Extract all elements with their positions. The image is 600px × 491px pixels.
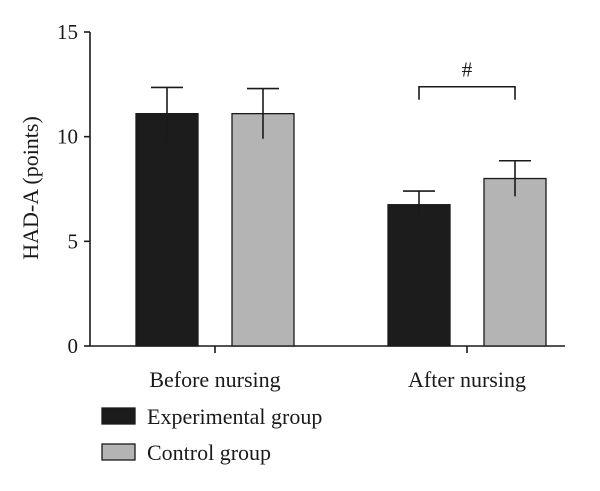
bar-experimental-1 [387,204,451,347]
legend: Experimental group Control group [101,404,322,465]
y-tick-label: 5 [68,229,79,253]
y-tick-label: 15 [57,20,78,44]
x-tick-label: Before nursing [149,367,280,392]
legend-swatch [101,443,136,461]
error-bars [151,86,531,219]
y-tick-label: 10 [57,125,78,149]
bar-control-1 [483,177,547,347]
y-axis-label: HAD-A (points) [18,116,43,260]
bar-experimental-0 [135,112,199,347]
annotations: # [418,58,516,100]
x-tick-label: After nursing [408,367,526,392]
axes: 0 5 10 15 Before nursing After nursing [57,20,565,392]
legend-swatch [101,407,136,425]
bar-control-0 [231,112,295,347]
y-tick-label: 0 [68,334,79,358]
legend-label: Experimental group [147,404,322,429]
significance-marker: # [462,58,473,82]
significance-bracket [418,85,516,100]
legend-label: Control group [147,440,271,465]
bars [135,112,547,347]
